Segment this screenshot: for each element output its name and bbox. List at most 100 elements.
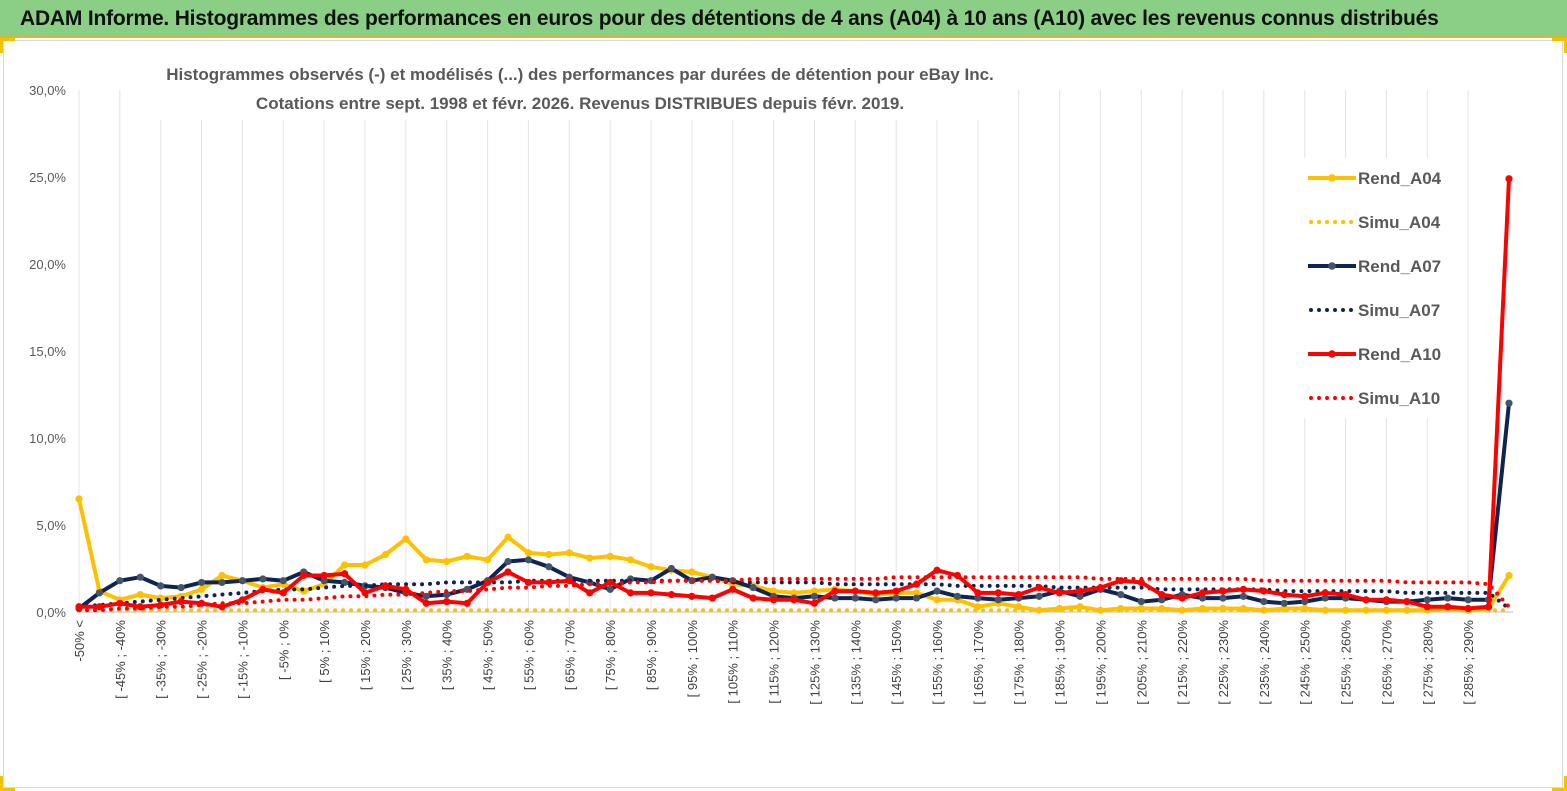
series-rend-a10-point <box>1484 603 1493 611</box>
x-tick-label: [ 185% ; 190% <box>1053 620 1068 705</box>
legend-background <box>1300 158 1460 418</box>
axis-layer: 0,0% 5,0% 10,0% 15,0% 20,0% 25,0% 30,0% -50% < [… <box>29 83 1513 705</box>
series-rend-a10-point <box>443 597 451 606</box>
series-rend-a07-point <box>912 594 921 602</box>
x-tick-label: [ 115% ; 120% <box>767 620 782 704</box>
series-rend-a07-point <box>443 591 451 599</box>
series-rend-a10-point <box>769 596 778 604</box>
legend-label-rend-a04: Rend_A04 <box>1358 169 1442 188</box>
series-rend-a07-point <box>994 596 1002 604</box>
series-rend-a10-point <box>688 592 696 600</box>
series-rend-a04-point <box>974 603 982 611</box>
series-rend-a04-point <box>218 571 226 580</box>
chart-title-line2: Cotations entre sept. 1998 et févr. 2026… <box>256 94 904 113</box>
y-tick-label: 30,0% <box>29 83 66 98</box>
series-rend-a10-point <box>1239 585 1248 593</box>
series-rend-a10-point <box>872 589 880 597</box>
series-rend-a10-point <box>1035 584 1043 592</box>
series-rend-a10-point <box>994 589 1002 597</box>
series-rend-a07-point <box>1239 592 1248 600</box>
legend-label-simu-a10: Simu_A10 <box>1358 389 1440 408</box>
series-rend-a07-point <box>1505 399 1513 407</box>
series-rend-a10-point <box>1219 587 1227 595</box>
series-rend-a10-point <box>729 585 737 593</box>
x-tick-label: [ 225% ; 230% <box>1216 620 1231 705</box>
series-rend-a07-line <box>77 402 1511 611</box>
series-rend-a10-point <box>504 568 512 576</box>
x-tick-label: [ -45% ; -40% <box>113 620 128 699</box>
grid-layer <box>78 90 1469 612</box>
series-rend-a10-point <box>340 570 349 578</box>
series-rend-a07-point <box>974 594 982 602</box>
series-rend-a04-point <box>75 495 83 503</box>
series-rend-a10-point <box>912 580 921 588</box>
series-rend-a10-point <box>1280 591 1288 599</box>
series-rend-a07-point <box>933 587 941 595</box>
series-rend-a07-point <box>1464 596 1472 604</box>
series-rend-a10-point <box>300 571 308 580</box>
series-rend-a04-point <box>688 568 696 576</box>
legend: Rend_A04 Simu_A04 Rend_A07 Simu_A07 Rend_A10… <box>1300 158 1460 418</box>
series-rend-a07-point <box>606 585 614 593</box>
series-rend-a10-point <box>1321 589 1329 597</box>
series-rend-a10-point <box>75 603 83 611</box>
x-tick-label: [ 5% ; 10% <box>317 620 332 683</box>
x-tick-label: [ 165% ; 170% <box>971 620 986 705</box>
series-rend-a07-point <box>872 596 880 604</box>
series-rend-a10-point <box>1137 578 1145 587</box>
series-rend-a07-point <box>1076 592 1084 600</box>
y-tick-label: 5,0% <box>36 518 66 533</box>
series-simu-a10-line <box>77 575 1511 613</box>
series-rend-a07-point <box>1260 597 1268 606</box>
series-rend-a07-point <box>177 584 185 592</box>
legend-label-simu-a07: Simu_A07 <box>1358 301 1440 320</box>
series-rend-a07-point <box>545 563 553 571</box>
x-tick-label: [ 75% ; 80% <box>603 620 618 691</box>
series-rend-a10-point <box>586 589 594 597</box>
series-rend-a04-point <box>647 563 655 571</box>
legend-label-rend-a10: Rend_A10 <box>1358 345 1441 364</box>
series-rend-a04-point <box>626 556 635 564</box>
x-tick-label: -50% < <box>72 620 87 662</box>
series-rend-a04-point <box>504 533 512 541</box>
series-rend-a10-point <box>1076 587 1084 595</box>
legend-label-rend-a07: Rend_A07 <box>1358 257 1441 276</box>
frame-corner-mark <box>1552 776 1567 791</box>
series-rend-a04-point <box>340 561 349 569</box>
x-tick-label: [ 15% ; 20% <box>358 620 373 691</box>
series-rend-a07-point <box>157 582 165 590</box>
series-rend-a04-point <box>1015 603 1023 611</box>
x-tick-label: [ 145% ; 150% <box>889 620 904 705</box>
x-tick-label: [ 285% ; 290% <box>1461 620 1476 705</box>
series-rend-a07-point <box>320 577 328 585</box>
series-layer <box>75 175 1513 614</box>
series-rend-a04-point <box>463 552 471 560</box>
x-tick-label: [ 65% ; 70% <box>562 620 577 691</box>
series-rend-a10-point <box>422 599 430 607</box>
x-tick-label: [ -35% ; -30% <box>154 620 169 699</box>
report-banner: ADAM Informe. Histogrammes des performan… <box>0 0 1567 38</box>
x-tick-label: [ 245% ; 250% <box>1298 620 1313 705</box>
series-rend-a04-point <box>606 552 614 560</box>
series-rend-a04-point <box>810 587 819 595</box>
series-rend-a07-point <box>116 577 124 585</box>
x-tick-label: [ -5% ; 0% <box>276 620 291 680</box>
series-rend-a10-point <box>892 587 900 595</box>
series-rend-a10-point <box>851 587 859 595</box>
chart-title-line1: Histogrammes observés (-) et modélisés (… <box>166 65 994 84</box>
series-rend-a07-point <box>1321 594 1329 602</box>
series-rend-a07-point <box>524 556 533 564</box>
series-rend-a10-point <box>177 597 185 606</box>
series-rend-a04-point <box>545 550 553 559</box>
chart-title-background <box>150 58 1018 120</box>
series-rend-a04-point <box>483 556 492 564</box>
x-tick-label: [ 275% ; 280% <box>1420 620 1435 705</box>
y-tick-label: 15,0% <box>29 344 66 359</box>
series-rend-a04-point <box>197 585 206 593</box>
series-rend-a10-point <box>116 599 124 607</box>
frame-corner-mark <box>0 38 15 53</box>
series-simu-a07-line <box>77 578 1511 611</box>
series-rend-a07-point <box>1035 592 1043 600</box>
series-rend-a07-point <box>1423 596 1431 604</box>
series-rend-a10-point <box>402 585 410 593</box>
